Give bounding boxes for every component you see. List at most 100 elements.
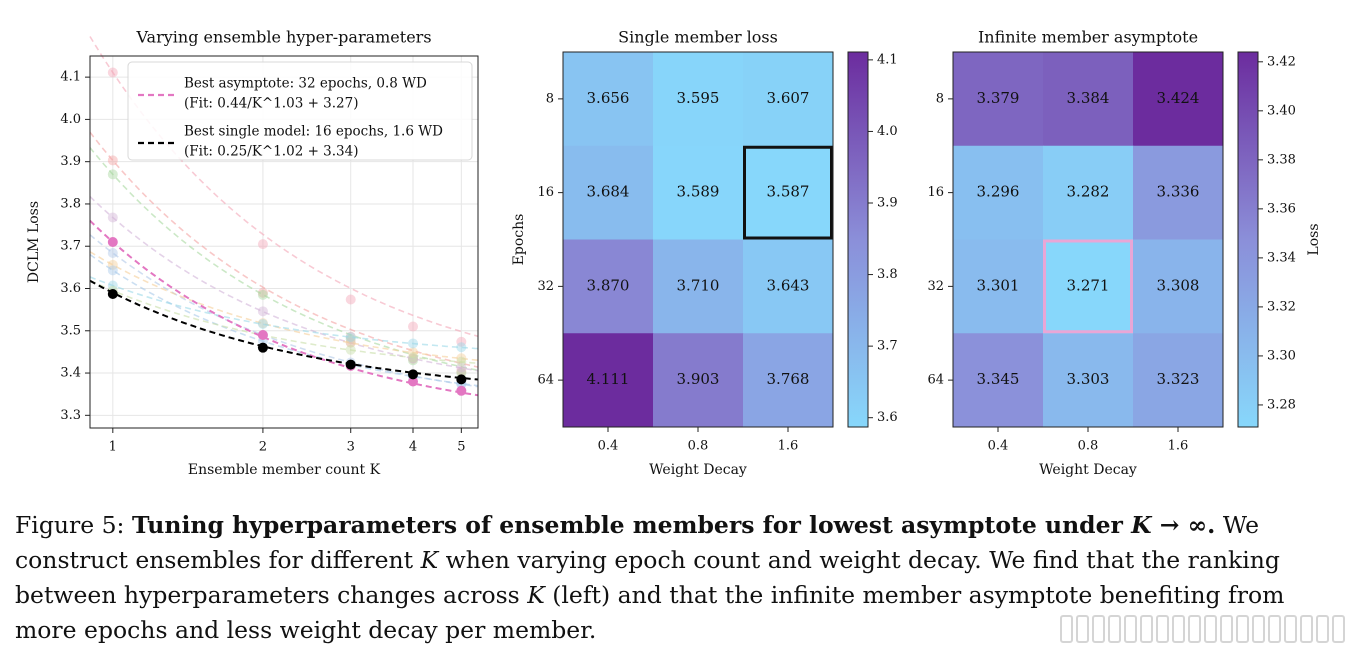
highlight-cell-1 xyxy=(743,145,833,240)
data-point-3-0 xyxy=(107,212,118,223)
cell-value-label: 3.345 xyxy=(977,370,1020,388)
data-point-9-3 xyxy=(408,376,419,387)
x-tick-label: 0.4 xyxy=(988,439,1009,454)
heatmap-cell-2-1-0 xyxy=(953,145,1044,240)
cell-value-label: 3.607 xyxy=(767,89,810,107)
heatmap-cell-1-1-1 xyxy=(653,145,744,240)
cell-value-label: 3.587 xyxy=(767,183,810,201)
heatmap-cell-1-2-2 xyxy=(743,239,834,334)
caption-bold-math: K → ∞ xyxy=(1131,511,1208,539)
x-tick-label: 5 xyxy=(457,440,465,455)
y-tick-label: 4.0 xyxy=(60,112,81,127)
fit-curve-8 xyxy=(89,279,479,365)
data-point-1-0 xyxy=(107,155,118,166)
colorbar-1 xyxy=(847,51,869,428)
colorbar-label-2: Loss xyxy=(1306,223,1322,255)
colorbar-tick-label: 3.30 xyxy=(1267,348,1296,363)
heatmap-cell-2-3-0 xyxy=(953,333,1044,428)
cell-value-label: 3.303 xyxy=(1067,370,1110,388)
data-point-10-3 xyxy=(408,369,419,380)
fit-curve-2 xyxy=(89,147,479,372)
heatmap-cell-1-3-2 xyxy=(743,333,834,428)
x-tick-label: 0.8 xyxy=(688,439,709,454)
x-tick-label: 0.8 xyxy=(1078,439,1099,454)
legend-sub-1: (Fit: 0.25/K^1.02 + 3.34) xyxy=(184,144,359,160)
colorbar-tick-label: 3.6 xyxy=(877,410,898,425)
cell-value-label: 3.710 xyxy=(677,276,720,294)
cell-value-label: 3.282 xyxy=(1067,183,1110,201)
heatmap-cell-1-0-0 xyxy=(563,52,654,147)
x-tick-label: 4 xyxy=(409,440,417,455)
x-tick-label: 1.6 xyxy=(778,439,799,454)
y-tick-label: 3.6 xyxy=(60,281,81,296)
data-point-8-4 xyxy=(456,356,467,367)
y-tick-label: 4.1 xyxy=(60,70,81,85)
caption-math-k-1: K xyxy=(420,546,439,574)
caption-bold-title: Tuning hyperparameters of ensemble membe… xyxy=(131,511,1216,539)
data-point-9-1 xyxy=(257,330,268,340)
colorbar-tick-label: 3.8 xyxy=(877,267,898,282)
heatmap-cell-2-2-1 xyxy=(1043,239,1134,334)
cell-value-label: 3.903 xyxy=(677,370,720,388)
cell-value-label: 3.768 xyxy=(767,370,810,388)
fit-curve-7 xyxy=(89,276,479,350)
legend-sub-0: (Fit: 0.44/K^1.03 + 3.27) xyxy=(184,96,359,112)
data-point-9-4 xyxy=(456,385,467,396)
data-point-8-2 xyxy=(345,344,356,355)
heatmap-cell-1-1-0 xyxy=(563,145,654,240)
cell-value-label: 3.308 xyxy=(1157,276,1200,294)
heatmap-cell-2-0-1 xyxy=(1043,52,1134,147)
chart-title-3: Infinite member asymptote xyxy=(978,28,1198,47)
heatmap-cell-2-2-0 xyxy=(953,239,1044,334)
y-tick-label: 3.4 xyxy=(60,366,81,381)
cell-value-label: 3.589 xyxy=(677,183,720,201)
colorbar-tick-label: 3.34 xyxy=(1267,250,1296,265)
watermark-stamp xyxy=(1030,611,1345,647)
colorbar-tick-label: 3.42 xyxy=(1267,54,1296,69)
x-axis-label-1: Ensemble member count K xyxy=(188,462,381,478)
data-point-6-0 xyxy=(107,265,118,276)
data-point-7-4 xyxy=(456,342,467,353)
caption-math-k-2: K xyxy=(527,581,545,609)
y-tick-label: 32 xyxy=(537,279,554,294)
x-tick-label: 3 xyxy=(347,440,355,455)
cell-value-label: 3.870 xyxy=(587,276,630,294)
heatmap-cell-2-2-2 xyxy=(1133,239,1224,334)
data-point-9-0 xyxy=(107,237,118,247)
heatmap-cell-1-2-1 xyxy=(653,239,744,334)
data-point-10-1 xyxy=(257,342,268,353)
data-point-5-1 xyxy=(257,318,268,329)
data-point-4-0 xyxy=(107,247,118,258)
data-point-7-1 xyxy=(257,319,268,330)
y-tick-label: 3.3 xyxy=(60,408,81,423)
y-tick-label: 16 xyxy=(537,185,554,200)
data-point-2-1 xyxy=(257,289,268,300)
plot-frame-1 xyxy=(89,55,479,429)
data-point-10-4 xyxy=(456,374,467,385)
x-tick-label: 2 xyxy=(259,440,267,455)
data-point-2-0 xyxy=(107,169,118,180)
y-tick-label: 3.7 xyxy=(60,239,81,254)
colorbar-2 xyxy=(1237,51,1259,428)
cell-value-label: 3.643 xyxy=(767,276,810,294)
y-tick-label: 16 xyxy=(927,185,944,200)
data-point-0-0 xyxy=(107,67,118,78)
heatmap-cell-2-0-2 xyxy=(1133,52,1224,147)
y-tick-label: 8 xyxy=(546,91,554,106)
fit-curve-9 xyxy=(89,219,479,397)
data-point-7-0 xyxy=(107,280,118,291)
colorbar-tick-label: 3.40 xyxy=(1267,103,1296,118)
x-axis-label-2: Weight Decay xyxy=(649,462,747,478)
heatmap-cell-2-1-2 xyxy=(1133,145,1224,240)
data-point-5-0 xyxy=(107,259,118,270)
cell-value-label: 3.301 xyxy=(977,276,1020,294)
heatmap-cell-1-0-1 xyxy=(653,52,744,147)
y-tick-label: 3.5 xyxy=(60,323,81,338)
heatmap-cell-1-2-0 xyxy=(563,239,654,334)
figure-panels: 1 2 3 4 5 3.3 3.4 3.5 3.6 3.7 3.8 3.9 4.0 4.1 Varying … xyxy=(26,28,1322,479)
data-point-10-2 xyxy=(345,359,356,370)
cell-value-label: 3.271 xyxy=(1067,276,1110,294)
cell-value-label: 3.379 xyxy=(977,89,1020,107)
heatmap-cell-2-1-1 xyxy=(1043,145,1134,240)
y-tick-label: 3.8 xyxy=(60,196,81,211)
